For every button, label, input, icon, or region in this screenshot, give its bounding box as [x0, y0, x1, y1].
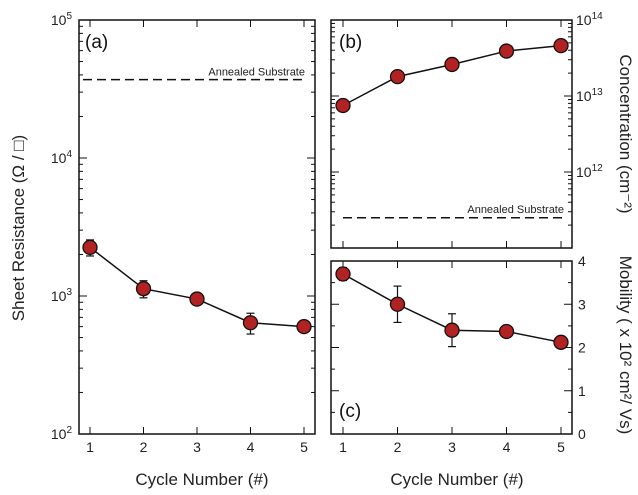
- panel-b-data-point: [335, 97, 351, 114]
- panel-c-data-point: [553, 334, 569, 350]
- panel-c-x-tick-label: 1: [339, 439, 347, 455]
- panel-a-x-tick-labels: 1 2 3 4 5: [86, 439, 308, 455]
- panel-c-mobility: (c) 0 1 2 3 4 1 2 3 4 5 Mobility ( x 10² cm²/ Vs…: [330, 253, 635, 489]
- panel-c-x-axis-label: Cycle Number (#): [390, 470, 523, 489]
- panel-a-data-point: [135, 281, 152, 297]
- panel-a-x-tick-label: 5: [300, 439, 308, 455]
- panel-a-y-tick-label: 104: [51, 149, 73, 166]
- panel-a-ticks: [79, 19, 315, 435]
- panel-a-series-line: [89, 246, 305, 328]
- panel-b-data-point: [553, 37, 569, 54]
- panel-a-y-axis-label: Sheet Resistance (Ω / □): [9, 135, 28, 321]
- panel-c-ticks: [331, 260, 572, 435]
- panel-a-y-tick-label: 105: [51, 11, 73, 28]
- panel-a-frame: [78, 19, 316, 435]
- panel-a-x-tick-label: 4: [247, 439, 255, 455]
- panel-c-y-axis-label: Mobility ( x 10² cm²/ Vs): [616, 256, 635, 435]
- panel-b-y-tick-label: 1012: [576, 163, 603, 180]
- panel-b-data-point: [498, 43, 515, 59]
- panel-b-y-tick-labels: 1012 1013 1014: [576, 11, 603, 180]
- panel-a-reference-label: Annealed Substrate: [208, 67, 305, 79]
- panel-a-y-tick-label: 103: [51, 287, 73, 304]
- panel-a-series: [82, 239, 312, 335]
- panel-a-data-point: [242, 315, 259, 331]
- panel-c-x-tick-label: 4: [503, 439, 511, 455]
- panel-b-ticks: [331, 19, 572, 249]
- panel-c-y-tick-labels: 0 1 2 3 4: [578, 253, 586, 442]
- panel-c-y-tick-label: 1: [578, 383, 586, 399]
- panel-b-series-line: [342, 44, 562, 107]
- panel-c-y-tick-label: 2: [578, 340, 586, 356]
- panel-c-y-tick-label: 4: [578, 253, 586, 269]
- panel-b-y-axis-label: Concentration (cm⁻²): [616, 54, 635, 213]
- panel-a-x-tick-label: 1: [86, 439, 94, 455]
- panel-b-y-tick-label: 1014: [576, 11, 603, 28]
- panel-c-data-point: [389, 296, 406, 312]
- panel-c-data-point: [335, 266, 351, 282]
- panel-a-x-axis-label: Cycle Number (#): [135, 470, 268, 489]
- panel-a-y-tick-label: 102: [51, 425, 73, 442]
- panel-b-concentration: (b) 1012 1013 1014 Annealed Substrate Conc…: [330, 11, 635, 249]
- panel-c-x-tick-label: 3: [448, 439, 456, 455]
- panel-c-y-tick-label: 0: [578, 426, 586, 442]
- panel-a-x-tick-label: 2: [140, 439, 148, 455]
- panel-c-y-tick-label: 3: [578, 296, 586, 312]
- panel-a-data-point: [189, 291, 205, 307]
- panel-b-data-point: [444, 56, 460, 73]
- panel-b-data-point: [389, 68, 406, 85]
- panel-b-series: [335, 37, 569, 114]
- panel-b-y-tick-label: 1013: [576, 87, 603, 104]
- panel-a-sheet-resistance: (a) 102 103 104 105 1 2 3 4 5 Annealed Substrat…: [9, 11, 316, 489]
- panel-c-x-tick-label: 5: [557, 439, 565, 455]
- panel-a-label: (a): [85, 32, 108, 53]
- panel-a-data-point: [82, 239, 98, 256]
- panel-a-y-tick-labels: 102 103 104 105: [51, 11, 73, 442]
- panel-c-data-point: [444, 322, 460, 338]
- panel-a-data-point: [296, 318, 312, 335]
- panel-c-x-tick-labels: 1 2 3 4 5: [339, 439, 565, 455]
- panel-a-x-tick-label: 3: [193, 439, 201, 455]
- panel-b-label: (b): [339, 32, 362, 53]
- panel-c-series: [335, 266, 569, 350]
- panel-c-label: (c): [339, 401, 361, 422]
- panel-b-reference-label: Annealed Substrate: [467, 204, 564, 216]
- panel-c-x-tick-label: 2: [394, 439, 402, 455]
- panel-c-data-point: [498, 323, 515, 340]
